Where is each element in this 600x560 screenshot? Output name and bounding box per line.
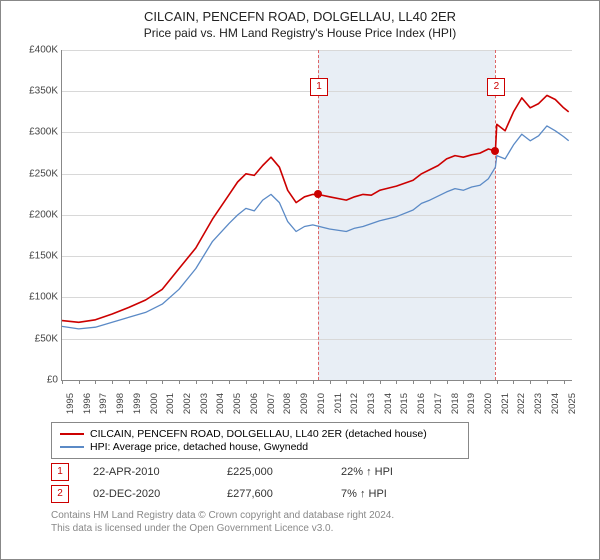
x-axis-label: 1999	[132, 393, 143, 414]
x-axis-label: 2007	[266, 393, 277, 414]
legend-item-red: CILCAIN, PENCEFN ROAD, DOLGELLAU, LL40 2…	[60, 428, 460, 440]
x-axis-label: 1997	[98, 393, 109, 414]
legend-box: CILCAIN, PENCEFN ROAD, DOLGELLAU, LL40 2…	[51, 422, 469, 459]
sale-date: 02-DEC-2020	[93, 488, 203, 500]
sale-delta: 22% ↑ HPI	[341, 466, 393, 478]
x-axis-label: 2011	[333, 393, 344, 413]
x-axis-label: 2004	[215, 393, 226, 414]
sale-marker-icon: 1	[51, 463, 69, 481]
x-axis-label: 1995	[65, 393, 76, 414]
x-axis-label: 2003	[199, 393, 210, 414]
x-axis-label: 2010	[316, 393, 327, 414]
footer-line-2: This data is licensed under the Open Gov…	[51, 522, 589, 535]
x-axis-label: 2019	[466, 393, 477, 414]
x-axis-label: 2022	[516, 393, 527, 414]
sale-date: 22-APR-2010	[93, 466, 203, 478]
x-axis-label: 2016	[416, 393, 427, 414]
x-axis-label: 2023	[533, 393, 544, 414]
y-axis-label: £200K	[18, 209, 58, 220]
chart-area: £0 £50K £100K £150K £200K £250K £300K £350K £400…	[19, 46, 579, 416]
legend-label-blue: HPI: Average price, detached house, Gwyn…	[90, 441, 308, 453]
y-axis-label: £250K	[18, 168, 58, 179]
x-axis-label: 2017	[433, 393, 444, 414]
x-axis-label: 2024	[550, 393, 561, 414]
y-axis-label: £150K	[18, 251, 58, 262]
sale-dot	[491, 147, 499, 155]
x-axis-label: 2001	[165, 393, 176, 414]
y-axis-label: £50K	[18, 333, 58, 344]
x-axis-label: 2000	[149, 393, 160, 414]
x-axis-label: 2013	[366, 393, 377, 414]
sale-dot	[314, 190, 322, 198]
footer-line-1: Contains HM Land Registry data © Crown c…	[51, 509, 589, 522]
x-axis-label: 2012	[349, 393, 360, 414]
sale-marker-icon: 2	[51, 485, 69, 503]
x-axis-label: 2015	[399, 393, 410, 414]
y-axis-label: £350K	[18, 86, 58, 97]
legend-label-red: CILCAIN, PENCEFN ROAD, DOLGELLAU, LL40 2…	[90, 428, 427, 440]
sale-marker-1: 1	[310, 78, 328, 96]
y-axis-label: £100K	[18, 292, 58, 303]
x-axis-label: 2018	[450, 393, 461, 414]
plot-region: £0£50K£100K£150K£200K£250K£300K£350K£400…	[61, 50, 572, 381]
x-axis-label: 2025	[567, 393, 578, 414]
chart-subtitle: Price paid vs. HM Land Registry's House …	[11, 26, 589, 40]
sale-price: £277,600	[227, 488, 317, 500]
y-axis-label: £300K	[18, 127, 58, 138]
x-axis-label: 2009	[299, 393, 310, 414]
x-axis-label: 1996	[82, 393, 93, 414]
x-axis-label: 2021	[500, 393, 511, 414]
chart-container: CILCAIN, PENCEFN ROAD, DOLGELLAU, LL40 2…	[0, 0, 600, 560]
x-axis-label: 1998	[115, 393, 126, 414]
sale-marker-2: 2	[487, 78, 505, 96]
x-axis-label: 2020	[483, 393, 494, 414]
y-axis-label: £400K	[18, 44, 58, 55]
sale-delta: 7% ↑ HPI	[341, 488, 387, 500]
sale-price: £225,000	[227, 466, 317, 478]
y-axis-label: £0	[18, 374, 58, 385]
sales-block: 1 22-APR-2010 £225,000 22% ↑ HPI 2 02-DEC-202…	[11, 463, 589, 503]
x-axis-label: 2006	[249, 393, 260, 414]
legend-item-blue: HPI: Average price, detached house, Gwyn…	[60, 441, 460, 453]
x-axis-label: 2005	[232, 393, 243, 414]
sale-row: 2 02-DEC-2020 £277,600 7% ↑ HPI	[51, 485, 589, 503]
x-axis-label: 2002	[182, 393, 193, 414]
legend-swatch-red	[60, 433, 84, 435]
sale-row: 1 22-APR-2010 £225,000 22% ↑ HPI	[51, 463, 589, 481]
x-axis-label: 2008	[282, 393, 293, 414]
x-axis-label: 2014	[383, 393, 394, 414]
chart-title: CILCAIN, PENCEFN ROAD, DOLGELLAU, LL40 2…	[11, 9, 589, 26]
footer-attribution: Contains HM Land Registry data © Crown c…	[51, 509, 589, 535]
legend-swatch-blue	[60, 446, 84, 448]
